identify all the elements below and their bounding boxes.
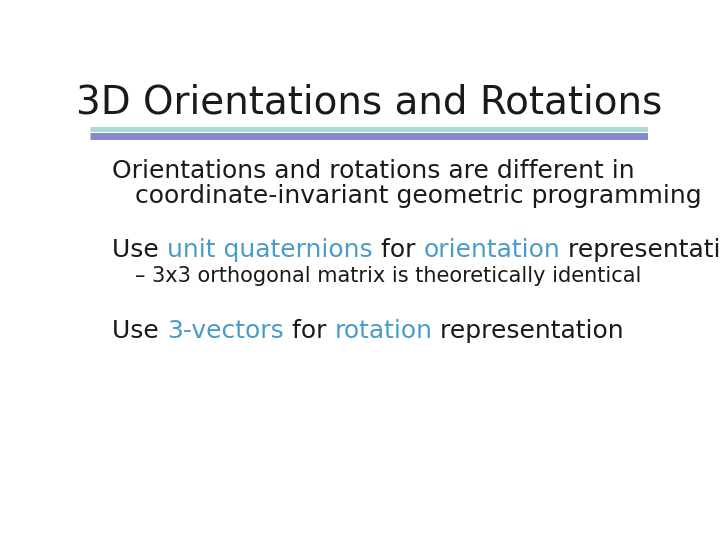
Text: unit quaternions: unit quaternions [167,238,373,262]
Text: representation: representation [560,238,720,262]
Text: representation: representation [432,319,624,343]
Text: 3D Orientations and Rotations: 3D Orientations and Rotations [76,83,662,121]
Text: Use: Use [112,238,167,262]
Text: 3-vectors: 3-vectors [167,319,284,343]
Text: coordinate-invariant geometric programming: coordinate-invariant geometric programmi… [135,184,701,208]
Text: Use: Use [112,319,167,343]
Text: – 3x3 orthogonal matrix is theoretically identical: – 3x3 orthogonal matrix is theoretically… [135,266,641,286]
Text: for: for [284,319,334,343]
Text: for: for [373,238,423,262]
Text: rotation: rotation [334,319,432,343]
Text: orientation: orientation [423,238,560,262]
Text: Orientations and rotations are different in: Orientations and rotations are different… [112,159,635,183]
